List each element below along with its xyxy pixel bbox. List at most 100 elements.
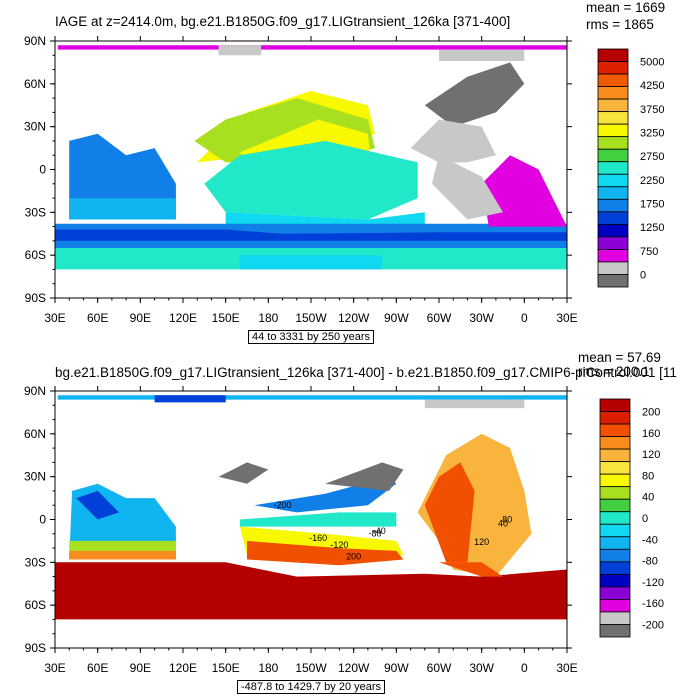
colorbar-swatch	[599, 461, 631, 475]
y-tick-label: 60N	[24, 427, 46, 441]
colorbar-swatch	[599, 611, 631, 625]
colorbar-label: 1250	[640, 222, 664, 234]
colorbar-swatch	[597, 73, 629, 87]
colorbar-swatch	[599, 586, 631, 600]
colorbar-label: 3750	[640, 104, 664, 116]
region-west-atlantic	[424, 462, 475, 563]
y-tick-label: 0	[39, 163, 46, 177]
x-tick-label: 180	[258, 661, 278, 675]
region-arctic-atlantic	[439, 49, 525, 61]
mean-stat: mean = 57.69	[578, 350, 661, 365]
x-tick-label: 120W	[338, 311, 370, 325]
panel-iage: IAGE at z=2414.0m, bg.e21.B1850G.f09_g17…	[24, 0, 666, 344]
colorbar-label: 0	[642, 513, 648, 525]
panel-difference: bg.e21.B1850G.f09_g17.LIGtransient_126ka…	[0, 350, 700, 700]
contour-label: 120	[474, 537, 489, 547]
x-tick-label: 150E	[212, 661, 240, 675]
colorbar-swatch	[599, 573, 631, 588]
x-tick-label: 30E	[556, 311, 577, 325]
x-tick-label: 150W	[295, 311, 327, 325]
colorbar-label: 200	[642, 407, 660, 419]
region-arctic	[57, 395, 568, 400]
region-equatorial-pacific	[204, 140, 418, 220]
x-tick-label: 60E	[87, 311, 108, 325]
region-arabian-sea	[76, 490, 119, 520]
x-tick-label: 60W	[427, 311, 452, 325]
rms-stat: rms = 1865	[586, 17, 654, 32]
region-arctic-blue	[154, 395, 226, 403]
x-tick-label: 30E	[44, 311, 65, 325]
y-tick-label: 90N	[24, 34, 46, 48]
colorbar-label: 40	[642, 492, 654, 504]
y-tick-label: 90N	[24, 384, 46, 398]
colorbar-swatch	[597, 249, 629, 263]
x-tick-label: 30E	[556, 661, 577, 675]
y-tick-label: 30N	[24, 120, 46, 134]
region-south-pacific-warm	[247, 540, 404, 566]
colorbar-swatch	[599, 523, 631, 538]
map-plot: 30E 60E 90E 120E 150E 180 150W 120W 90W 60W 30W 0 30…	[24, 34, 665, 325]
colorbar-swatch	[597, 161, 629, 175]
colorbar-swatch	[599, 498, 631, 513]
x-tick-label: 60E	[87, 661, 108, 675]
colorbar-swatch	[597, 48, 629, 62]
region-arctic	[57, 45, 568, 50]
y-tick-label: 30S	[25, 205, 46, 219]
colorbar-swatch	[599, 398, 631, 412]
colorbar-swatch	[599, 473, 631, 488]
y-tick-label: 0	[39, 513, 46, 527]
y-tick-label: 30S	[25, 555, 46, 569]
region-southern-core	[55, 229, 567, 241]
chart-title: IAGE at z=2414.0m, bg.e21.B1850G.f09_g17…	[55, 14, 511, 29]
chart-title: bg.e21.B1850G.f09_g17.LIGtransient_126ka…	[55, 365, 677, 380]
colorbar-label: 3250	[640, 128, 664, 140]
x-tick-label: 0	[521, 311, 528, 325]
region-brazil-current	[439, 562, 503, 577]
colorbar-swatch	[599, 624, 631, 638]
contour-label: -40	[373, 526, 386, 536]
y-tick-label: 30N	[24, 470, 46, 484]
colorbar-swatch	[597, 261, 629, 275]
x-tick-label: 30W	[469, 311, 494, 325]
colorbar-swatch	[597, 111, 629, 125]
colorbar-label: 5000	[640, 57, 664, 69]
rms-stat: rms = 200.1	[578, 364, 650, 379]
colorbar-swatch	[599, 511, 631, 525]
contour-label: 200	[346, 551, 361, 561]
colorbar-swatch	[597, 211, 629, 225]
contour-label: -160	[309, 533, 327, 543]
colorbar-swatch	[599, 423, 631, 437]
colorbar-label: -160	[642, 598, 664, 610]
colorbar-swatch	[597, 186, 629, 200]
contour-label: -80	[368, 529, 381, 539]
region-indian-south-red	[69, 550, 176, 560]
colorbar-label: 80	[642, 470, 654, 482]
colorbar-swatch	[597, 223, 629, 238]
region-south-atlantic	[481, 155, 567, 227]
x-tick-label: 150W	[295, 661, 327, 675]
colorbar-swatch	[597, 136, 629, 150]
region-equator-cool	[239, 512, 397, 527]
colorbar-swatch	[597, 198, 629, 213]
colorbar-swatch	[597, 173, 629, 188]
contour-label: -200	[274, 500, 292, 510]
colorbar-label: -80	[642, 556, 658, 568]
colorbar-swatch	[597, 123, 629, 138]
colorbar-swatch	[599, 561, 631, 575]
x-tick-label: 120E	[169, 661, 197, 675]
y-tick-label: 60S	[25, 248, 46, 262]
x-tick-label: 90W	[384, 311, 409, 325]
colorbar-label: 120	[642, 449, 660, 461]
colorbar-label: -120	[642, 577, 664, 589]
colorbar-swatch	[597, 61, 629, 75]
mean-stat: mean = 1669	[586, 0, 666, 15]
colorbar-swatch	[597, 274, 629, 288]
contour-label: 40	[498, 519, 508, 529]
x-tick-label: 180	[258, 311, 278, 325]
region-kuroshio-gray	[218, 462, 269, 484]
colorbar-label: -40	[642, 534, 658, 546]
region-north-pacific-gray	[325, 462, 404, 491]
colorbar-swatch	[597, 148, 629, 163]
contour-range-label: -487.8 to 1429.7 by 20 years	[237, 680, 386, 694]
contour-range-label: 44 to 3331 by 250 years	[248, 330, 375, 344]
